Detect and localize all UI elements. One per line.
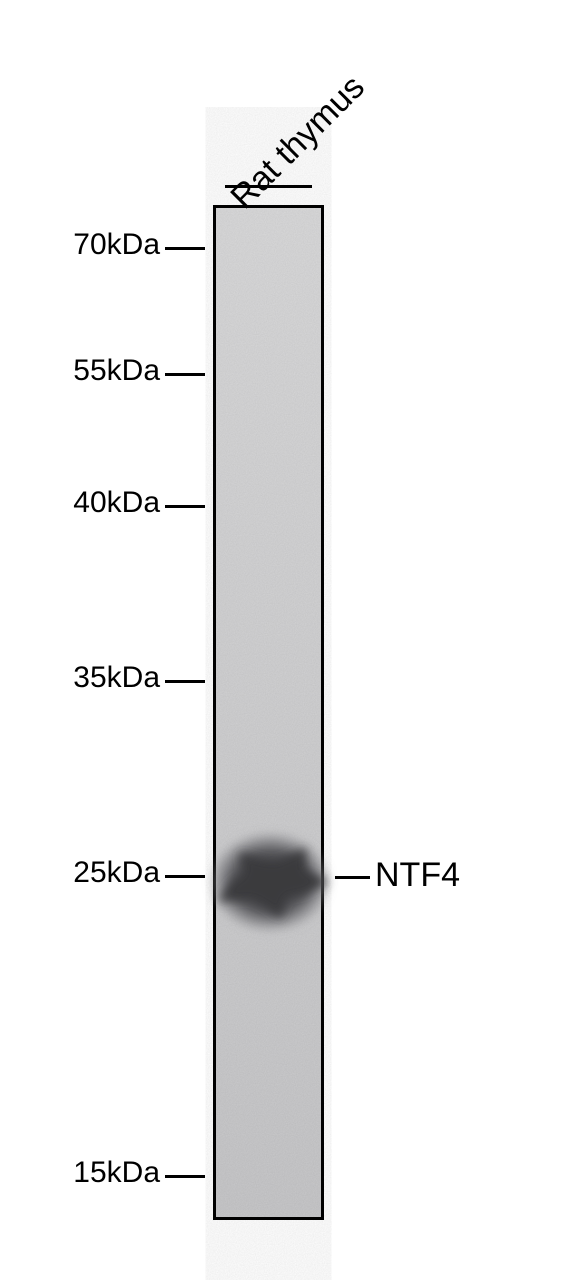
marker-tick [165, 505, 205, 508]
marker-tick [165, 247, 205, 250]
marker-label: 25kDa [73, 856, 160, 890]
blot-svg-layer [0, 0, 563, 1280]
marker-tick [165, 680, 205, 683]
marker-label: 55kDa [73, 354, 160, 388]
band-label: NTF4 [375, 856, 460, 895]
marker-tick [165, 373, 205, 376]
marker-label: 15kDa [73, 1156, 160, 1190]
band-tick [335, 876, 370, 879]
marker-label: 35kDa [73, 661, 160, 695]
marker-tick [165, 875, 205, 878]
marker-tick [165, 1175, 205, 1178]
marker-label: 40kDa [73, 486, 160, 520]
marker-label: 70kDa [73, 228, 160, 262]
western-blot-figure: { "figure": { "type": "western-blot", "c… [0, 0, 563, 1280]
